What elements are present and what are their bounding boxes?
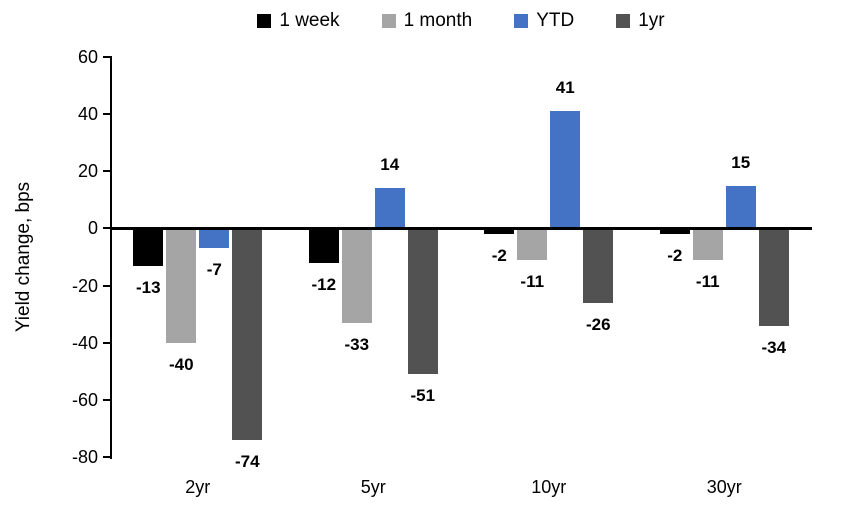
bar-value-label: -74 xyxy=(234,451,260,471)
y-axis-tick xyxy=(103,56,111,58)
bar-value-label: 15 xyxy=(731,152,751,172)
bar-30yr-1-month xyxy=(692,228,723,260)
y-axis-tick-label: 60 xyxy=(77,47,98,67)
y-axis-tick xyxy=(103,170,111,173)
y-axis-tick xyxy=(103,113,111,116)
bar-value-label: -26 xyxy=(585,314,611,334)
y-axis-tick-label: -60 xyxy=(71,389,98,410)
y-axis-line xyxy=(110,56,112,459)
bar-value-label: -11 xyxy=(695,271,720,291)
legend-label-1yr: 1yr xyxy=(638,10,665,31)
bar-value-label: -2 xyxy=(491,246,507,266)
bar-10yr-1-month xyxy=(517,228,548,260)
x-axis-category-label: 5yr xyxy=(360,477,386,497)
legend-swatch-1-month xyxy=(381,14,396,28)
y-axis-tick xyxy=(103,284,111,287)
bar-30yr-1yr xyxy=(758,228,789,326)
y-axis-tick-label: 20 xyxy=(77,161,98,182)
x-axis-category-label: 30yr xyxy=(706,477,742,497)
legend-item-1-week: 1 week xyxy=(257,10,340,32)
bar-5yr-1-week xyxy=(308,228,339,263)
legend-label-1-week: 1 week xyxy=(279,10,340,31)
bar-value-label: -34 xyxy=(761,337,787,357)
bar-value-label: -7 xyxy=(206,260,222,280)
bar-value-label: 41 xyxy=(555,78,575,98)
bar-10yr-1yr xyxy=(583,228,614,303)
plot-area: 60 40 20 0 -20 -40 -60 -80 -13 -40 -7 -74 2yr -12 -33 1… xyxy=(72,47,812,497)
bar-2yr-1-month xyxy=(166,228,197,343)
bar-value-label: 14 xyxy=(380,155,400,175)
bar-2yr-1yr xyxy=(232,228,263,440)
bar-value-label: -11 xyxy=(520,271,545,291)
y-axis-tick-label: -40 xyxy=(71,332,98,353)
bar-30yr-YTD xyxy=(725,185,756,229)
bar-value-label: -2 xyxy=(667,246,683,266)
bar-value-label: -33 xyxy=(344,334,370,354)
legend-swatch-1yr xyxy=(616,14,631,28)
bar-10yr-YTD xyxy=(550,111,581,229)
bar-30yr-1-week xyxy=(659,228,690,235)
bar-2yr-YTD xyxy=(199,228,230,249)
bar-5yr-1yr xyxy=(407,228,438,375)
legend-item-1-month: 1 month xyxy=(381,10,473,32)
legend-item-1yr: 1yr xyxy=(616,10,665,32)
y-axis-tick-label: 0 xyxy=(87,218,98,239)
y-axis-tick-label: -80 xyxy=(71,447,98,467)
bar-value-label: -51 xyxy=(410,386,436,406)
legend-swatch-ytd xyxy=(514,14,529,28)
y-axis-tick-label: -20 xyxy=(71,275,98,296)
bar-value-label: -13 xyxy=(135,277,161,297)
y-axis-tick xyxy=(103,341,111,344)
x-axis-category-label: 2yr xyxy=(185,477,211,497)
bar-2yr-1-week xyxy=(133,228,164,266)
bar-10yr-1-week xyxy=(484,228,515,235)
y-axis-title: Yield change, bps xyxy=(13,181,34,333)
legend-swatch-1-week xyxy=(257,14,272,28)
y-axis-tick xyxy=(103,398,111,401)
y-axis-tick xyxy=(103,456,111,458)
bar-5yr-1-month xyxy=(341,228,372,323)
bar-5yr-YTD xyxy=(374,188,405,229)
y-axis-tick xyxy=(103,227,111,230)
y-axis-tick-label: 40 xyxy=(77,104,98,125)
legend-item-ytd: YTD xyxy=(514,10,574,32)
chart-legend: 1 week 1 month YTD 1yr xyxy=(110,6,812,36)
bar-value-label: -12 xyxy=(311,274,337,294)
x-axis-zero-line xyxy=(110,226,812,230)
bar-value-label: -40 xyxy=(168,354,194,374)
legend-label-1-month: 1 month xyxy=(403,10,473,31)
x-axis-category-label: 10yr xyxy=(531,477,567,497)
legend-label-ytd: YTD xyxy=(536,10,575,31)
